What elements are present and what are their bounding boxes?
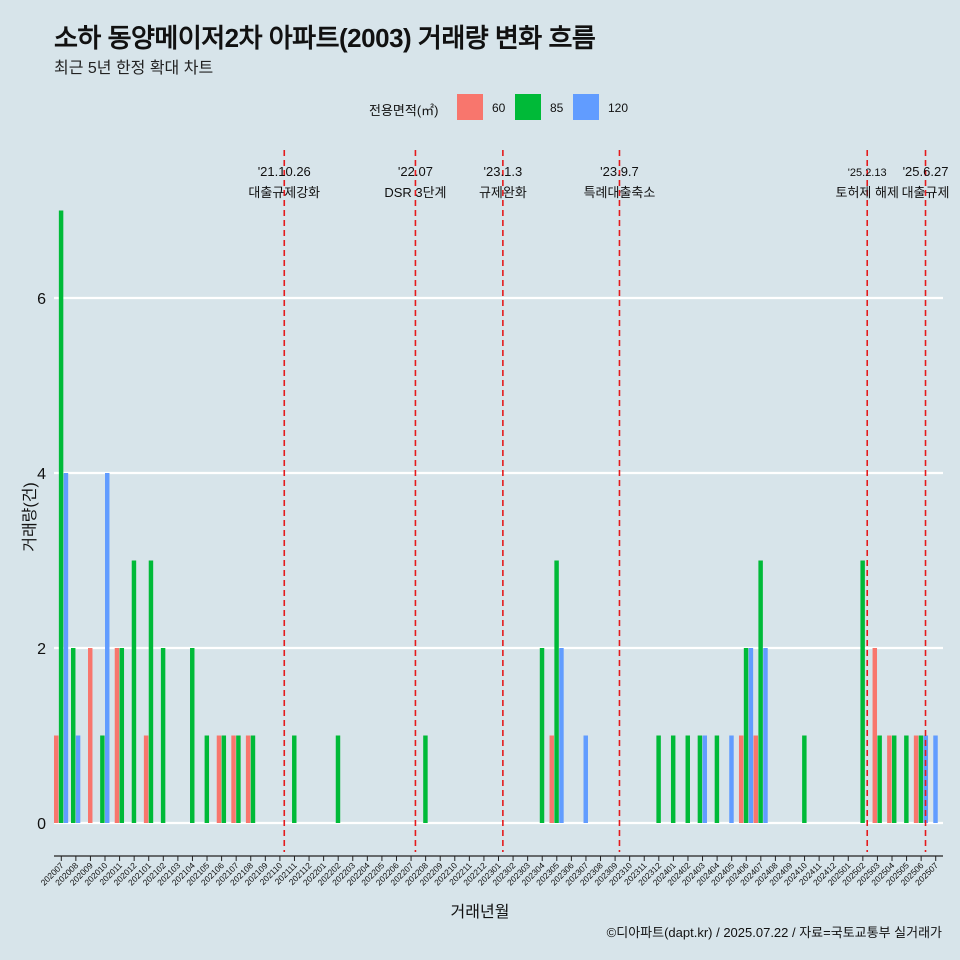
bar-60 xyxy=(549,735,554,823)
event-name-label: DSR 3단계 xyxy=(384,185,446,200)
y-tick-label: 4 xyxy=(37,466,46,483)
bar-85 xyxy=(656,735,661,823)
bar-85 xyxy=(670,735,676,823)
bar-85 xyxy=(714,735,720,823)
bar-85 xyxy=(554,560,559,823)
event-date-label: '23.1.3 xyxy=(484,164,523,179)
event-date-label: '25.6.27 xyxy=(903,164,949,179)
source-caption: ©디아파트(dapt.kr) / 2025.07.22 / 자료=국토교통부 실… xyxy=(606,925,942,940)
bar-85 xyxy=(539,648,545,823)
event-name-label: 대출규제 xyxy=(902,185,950,200)
y-tick-label: 2 xyxy=(37,641,46,658)
bar-85 xyxy=(221,735,227,823)
bar-60 xyxy=(143,735,149,823)
bar-85 xyxy=(423,735,428,823)
bar-120 xyxy=(729,735,734,823)
bar-85 xyxy=(148,560,154,823)
bar-120 xyxy=(583,735,588,823)
bar-85 xyxy=(802,735,807,823)
legend: 전용면적(㎡) 60 85 120 xyxy=(0,92,960,122)
event-date-label: '21.10.26 xyxy=(258,164,311,179)
bar-85 xyxy=(160,648,166,823)
bar-120 xyxy=(933,735,938,823)
legend-label-60: 60 xyxy=(492,101,506,115)
legend-key-85 xyxy=(515,94,541,120)
event-name-label: 대출규제강화 xyxy=(248,185,320,200)
bar-120 xyxy=(702,735,707,823)
bar-60 xyxy=(887,735,892,823)
y-axis-label: 거래량(건) xyxy=(22,482,39,552)
bar-85 xyxy=(877,735,882,823)
bar-60 xyxy=(88,648,93,823)
bar-85 xyxy=(918,735,924,823)
bar-120 xyxy=(105,473,110,823)
bar-60 xyxy=(872,648,878,823)
bar-60 xyxy=(114,648,120,823)
event-date-label: '23.9.7 xyxy=(600,164,639,179)
legend-key-120 xyxy=(573,94,599,120)
bar-60 xyxy=(245,735,251,823)
bar-120 xyxy=(75,735,81,823)
bar-85 xyxy=(904,735,909,823)
bar-120 xyxy=(763,648,768,823)
event-name-label: 규제완화 xyxy=(479,185,527,200)
bar-60 xyxy=(913,735,919,823)
bar-60 xyxy=(216,735,222,823)
event-name-label: 토허제 해제 xyxy=(836,185,899,200)
event-date-label: '25.2.13 xyxy=(848,167,887,179)
event-date-label: '22.07 xyxy=(398,164,433,179)
bar-85 xyxy=(250,735,256,823)
bar-85 xyxy=(758,560,763,823)
event-name-label: 특례대출축소 xyxy=(584,185,656,200)
bar-85 xyxy=(204,735,210,823)
bar-85 xyxy=(58,210,64,823)
bar-85 xyxy=(236,735,241,823)
bar-120 xyxy=(923,735,929,823)
x-axis-label: 거래년월 xyxy=(450,904,510,921)
bar-85 xyxy=(131,560,137,823)
legend-key-60 xyxy=(457,94,483,120)
bar-85 xyxy=(860,560,865,823)
bar-85 xyxy=(743,648,749,823)
bar-120 xyxy=(63,473,69,823)
bar-120 xyxy=(748,648,754,823)
bar-85 xyxy=(685,735,690,823)
bar-85 xyxy=(100,735,105,823)
bar-85 xyxy=(190,648,195,823)
bar-85 xyxy=(335,735,341,823)
legend-label-85: 85 xyxy=(550,101,564,115)
bar-120 xyxy=(559,648,564,823)
bar-60 xyxy=(753,735,758,823)
y-tick-label: 6 xyxy=(37,291,46,308)
bar-85 xyxy=(697,735,703,823)
bar-85 xyxy=(119,648,125,823)
chart-subtitle: 최근 5년 한정 확대 차트 xyxy=(54,60,214,77)
legend-label-120: 120 xyxy=(608,101,629,115)
y-tick-label: 0 xyxy=(37,816,46,833)
bar-60 xyxy=(231,735,236,823)
bar-85 xyxy=(891,735,897,823)
bar-60 xyxy=(738,735,744,823)
bar-85 xyxy=(71,648,76,823)
bar-60 xyxy=(54,735,59,823)
legend-title: 전용면적(㎡) xyxy=(369,103,439,118)
bar-85 xyxy=(292,735,297,823)
chart-title: 소하 동양메이저2차 아파트(2003) 거래량 변화 흐름 xyxy=(54,23,596,53)
